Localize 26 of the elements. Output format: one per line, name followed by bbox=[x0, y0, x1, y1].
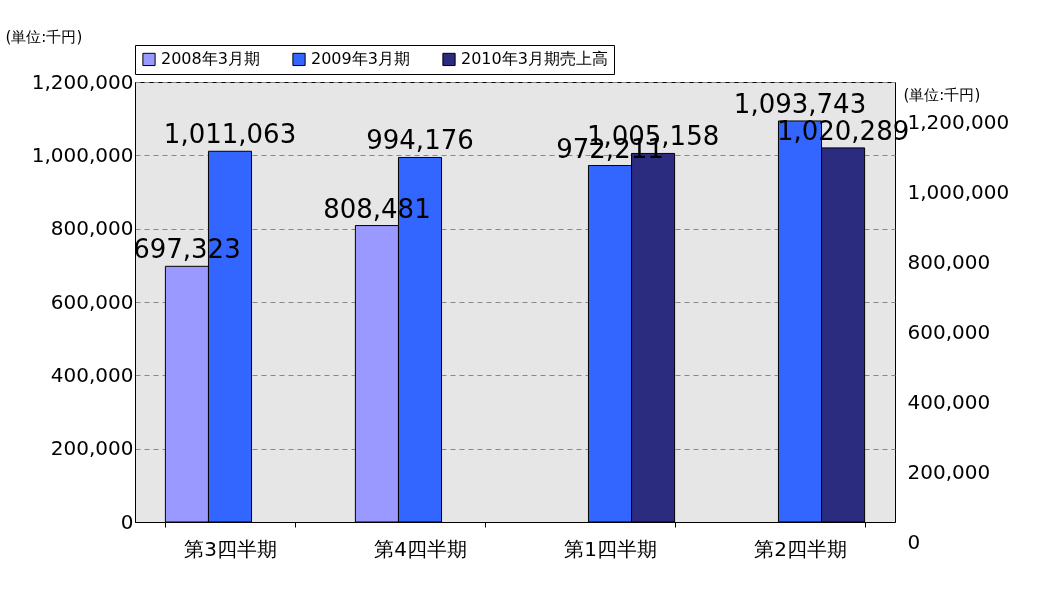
y-tick-label: 0 bbox=[120, 509, 134, 534]
y-tick-label: 800,000 bbox=[50, 216, 134, 241]
data-label: 994,176 bbox=[366, 125, 474, 156]
data-label: 1,011,063 bbox=[163, 119, 297, 150]
y2-tick-label: 1,200,000 bbox=[907, 109, 1010, 134]
y-axis-title: (単位:千円) bbox=[5, 27, 83, 46]
y2-tick-label: 800,000 bbox=[907, 249, 991, 274]
y2-tick-label: 600,000 bbox=[907, 319, 991, 344]
y2-axis-title: (単位:千円) bbox=[903, 85, 981, 104]
data-label: 1,093,743 bbox=[733, 88, 867, 119]
y2-tick-label: 400,000 bbox=[907, 389, 991, 414]
y-tick-label: 200,000 bbox=[50, 436, 134, 461]
x-tick-label: 第2四半期 bbox=[754, 536, 847, 561]
x-tick-label: 第1四半期 bbox=[564, 536, 657, 561]
y2-tick-label: 0 bbox=[907, 529, 921, 554]
y-tick-label: 600,000 bbox=[50, 289, 134, 314]
y-tick-label: 1,200,000 bbox=[31, 69, 134, 94]
y-tick-label: 400,000 bbox=[50, 362, 134, 387]
legend-label: 2008年3月期 bbox=[161, 49, 260, 69]
x-tick-label: 第3四半期 bbox=[184, 536, 277, 561]
legend-label: 2010年3月期売上高 bbox=[461, 49, 608, 69]
y2-tick-label: 200,000 bbox=[907, 459, 991, 484]
x-tick-label: 第4四半期 bbox=[374, 536, 467, 561]
legend-label: 2009年3月期 bbox=[311, 49, 410, 69]
y-tick-label: 1,000,000 bbox=[31, 142, 134, 167]
y2-tick-label: 1,000,000 bbox=[907, 179, 1010, 204]
